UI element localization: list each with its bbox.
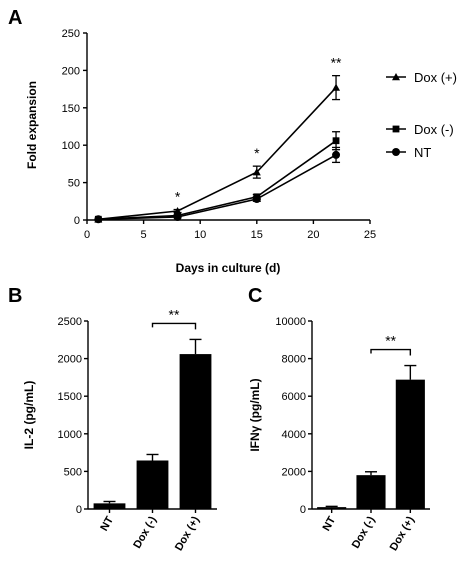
- panel-a-y-tick-label: 0: [74, 215, 80, 227]
- panel-b-y-tick-label: 0: [76, 504, 82, 516]
- panel-c-letter: C: [248, 285, 262, 307]
- panel-a-x-tick-label: 5: [141, 229, 147, 241]
- legend-label-nt: NT: [414, 145, 431, 160]
- series-line-nt: [98, 154, 337, 221]
- data-point-nt: [252, 195, 261, 204]
- panel-a-x-tick-label: 10: [194, 229, 206, 241]
- panel-c-bar-dox: [356, 475, 386, 509]
- panel-b-y-tick-label: 1500: [58, 391, 82, 403]
- data-point-nt: [332, 150, 341, 159]
- panel-a-y-tick-label: 150: [62, 103, 80, 115]
- panel-c-bar-nt: [317, 507, 347, 509]
- legend-marker-dox: [392, 73, 400, 81]
- panel-a-x-tick-label: 0: [84, 229, 90, 241]
- panel-a-y-axis-title: Fold expansion: [25, 81, 39, 169]
- legend-label-dox: Dox (+): [414, 70, 457, 85]
- panel-b-category-label: Dox (+): [173, 514, 202, 553]
- panel-b-bar-dox: [136, 460, 169, 509]
- panel-b-y-tick-label: 500: [64, 466, 82, 478]
- panel-a-y-tick-label: 250: [62, 28, 80, 40]
- panel-c-category-label: Dox (+): [388, 514, 417, 553]
- panel-b-y-tick-label: 2000: [58, 354, 82, 366]
- panel-a-y-tick-label: 100: [62, 140, 80, 152]
- panel-b-category-label: NT: [98, 514, 116, 533]
- data-point-dox: [332, 137, 340, 145]
- panel-b-y-axis-title: IL-2 (pg/mL): [22, 381, 36, 450]
- panel-c-category-label: NT: [321, 514, 339, 533]
- panel-a-x-tick-label: 20: [307, 229, 319, 241]
- data-point-dox: [332, 83, 341, 91]
- panel-c-y-tick-label: 0: [300, 504, 306, 516]
- panel-a-x-tick-label: 15: [251, 229, 263, 241]
- panel-b-y-tick-label: 1000: [58, 429, 82, 441]
- legend-marker-nt: [392, 148, 400, 156]
- panel-c-bar-dox: [395, 379, 425, 509]
- panel-a-x-axis-title: Days in culture (d): [176, 261, 281, 275]
- data-point-dox: [252, 168, 261, 176]
- panel-c-y-tick-label: 10000: [275, 316, 306, 328]
- panel-a-line-chart: Fold expansion Days in culture (d) 05010…: [25, 28, 457, 275]
- panel-b-bar-chart: IL-2 (pg/mL) 0 500 1000 1500 2000 2500 NT Dox (…: [22, 306, 217, 553]
- significance-marker: *: [175, 189, 181, 205]
- data-point-nt: [173, 213, 182, 222]
- panel-a-x-tick-label: 25: [364, 229, 376, 241]
- panel-c-bar-chart: IFNγ (pg/mL) 0 2000 4000 6000 8000 10000 NT Dox…: [248, 316, 430, 553]
- panel-c-significance-bracket: [370, 348, 412, 356]
- panel-b-letter: B: [8, 285, 22, 307]
- data-point-nt: [94, 215, 103, 224]
- legend-marker-dox: [392, 125, 400, 133]
- panel-c-y-tick-label: 8000: [282, 354, 306, 366]
- panel-a-y-tick-label: 200: [62, 65, 80, 77]
- panel-c-significance-marker: **: [385, 333, 396, 349]
- panel-c-category-label: Dox (-): [350, 514, 378, 550]
- panel-c-y-tick-label: 2000: [282, 466, 306, 478]
- panel-a-y-tick-label: 50: [68, 178, 80, 190]
- panel-b-significance-bracket: [151, 322, 197, 330]
- panel-b-bar-nt: [93, 503, 126, 509]
- panel-c-y-axis-title: IFNγ (pg/mL): [248, 378, 262, 451]
- series-line-dox: [98, 87, 337, 221]
- panel-c-y-tick-label: 6000: [282, 391, 306, 403]
- legend-label-dox: Dox (-): [414, 122, 454, 137]
- significance-marker: *: [254, 145, 260, 161]
- panel-c-y-tick-label: 4000: [282, 429, 306, 441]
- significance-marker: **: [331, 55, 342, 71]
- panel-b-y-tick-label: 2500: [58, 316, 82, 328]
- panel-b-significance-marker: **: [169, 306, 180, 322]
- panel-a-letter: A: [8, 7, 22, 29]
- panel-b-category-label: Dox (-): [131, 514, 159, 550]
- panel-b-bar-dox: [179, 354, 212, 509]
